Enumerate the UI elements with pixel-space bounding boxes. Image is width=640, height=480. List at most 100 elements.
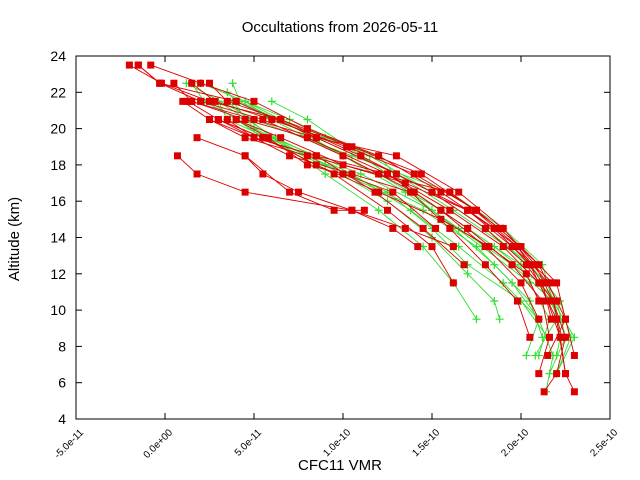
red-profile-series <box>173 152 457 251</box>
data-point-square <box>544 351 552 359</box>
data-point-square <box>389 188 397 196</box>
y-axis-label: Altitude (km) <box>6 197 23 281</box>
data-point-square <box>348 143 356 151</box>
x-axis-label: CFC11 VMR <box>298 457 382 474</box>
data-point-square <box>562 315 569 323</box>
data-point-square <box>259 170 267 178</box>
data-point-square <box>553 297 561 305</box>
data-point-square <box>481 243 489 251</box>
data-point-plus <box>538 333 547 342</box>
data-point-square <box>125 61 133 69</box>
data-point-plus <box>321 160 330 169</box>
data-point-square <box>188 79 196 87</box>
data-point-square <box>348 170 356 178</box>
data-point-square <box>241 116 249 124</box>
y-tick-label: 18 <box>50 157 66 173</box>
data-point-square <box>517 279 525 287</box>
data-point-square <box>535 261 543 269</box>
data-point-square <box>535 315 543 323</box>
data-point-square <box>549 279 557 287</box>
data-point-square <box>330 170 338 178</box>
data-point-square <box>206 79 213 87</box>
data-point-plus <box>303 115 312 124</box>
data-point-square <box>250 97 258 105</box>
data-point-square <box>428 243 436 251</box>
y-tick-label: 6 <box>58 375 66 391</box>
data-point-square <box>419 224 427 232</box>
data-point-plus <box>267 97 276 106</box>
data-point-square <box>446 206 454 214</box>
data-point-square <box>343 143 351 151</box>
data-point-square <box>232 97 240 105</box>
data-point-plus <box>490 297 499 306</box>
data-point-square <box>496 224 504 232</box>
data-point-square <box>553 315 561 323</box>
data-point-square <box>339 170 347 178</box>
data-point-square <box>303 152 311 160</box>
data-point-square <box>384 170 391 178</box>
data-point-square <box>499 224 507 232</box>
data-point-square <box>535 279 543 287</box>
data-point-square <box>417 170 425 178</box>
data-point-square <box>464 224 472 232</box>
data-point-square <box>481 224 489 232</box>
red-profile-series <box>193 134 368 214</box>
data-point-square <box>173 152 181 160</box>
data-point-square <box>312 134 320 142</box>
y-tick-label: 24 <box>50 48 66 64</box>
data-point-square <box>499 243 507 251</box>
chart-title: Occultations from 2026-05-11 <box>242 19 439 36</box>
data-point-square <box>538 297 546 305</box>
data-point-square <box>214 116 222 124</box>
data-point-square <box>535 370 543 378</box>
data-point-square <box>449 243 457 251</box>
data-point-square <box>449 279 457 287</box>
data-point-square <box>558 333 566 341</box>
data-point-square <box>179 97 187 105</box>
data-point-square <box>547 315 555 323</box>
data-point-square <box>513 297 521 305</box>
data-point-plus <box>522 351 531 360</box>
data-point-plus <box>495 315 504 324</box>
data-point-square <box>375 152 383 160</box>
data-point-square <box>464 206 472 214</box>
data-point-square <box>360 206 368 214</box>
data-point-square <box>437 188 445 196</box>
data-point-square <box>223 116 231 124</box>
data-point-square <box>455 188 463 196</box>
data-point-square <box>193 170 201 178</box>
y-axis: 4 6 8 10 12 14 16 18 20 22 24 <box>50 48 610 427</box>
data-point-square <box>268 116 276 124</box>
data-point-plus <box>347 151 356 160</box>
data-point-square <box>241 134 249 142</box>
series-line <box>191 82 566 356</box>
data-point-square <box>437 215 445 223</box>
data-point-square <box>389 224 397 232</box>
data-point-square <box>295 188 302 196</box>
data-point-square <box>570 351 578 359</box>
data-point-square <box>303 125 311 133</box>
data-point-square <box>206 97 213 105</box>
data-point-square <box>206 116 213 124</box>
data-point-square <box>188 97 196 105</box>
data-point-square <box>259 116 267 124</box>
series-line <box>235 119 436 229</box>
data-point-square <box>277 116 285 124</box>
data-point-square <box>357 152 365 160</box>
red-profile-series <box>188 97 566 341</box>
data-point-square <box>250 134 258 142</box>
data-point-square <box>392 152 400 160</box>
plot-area <box>125 61 579 396</box>
y-tick-label: 14 <box>50 230 66 246</box>
data-point-square <box>375 170 383 178</box>
data-point-square <box>184 97 192 105</box>
data-point-square <box>531 261 539 269</box>
y-tick-label: 12 <box>50 266 66 282</box>
data-point-square <box>277 134 285 142</box>
data-point-square <box>211 97 219 105</box>
data-point-square <box>401 179 409 187</box>
data-point-square <box>286 188 294 196</box>
red-profile-series <box>232 116 440 232</box>
